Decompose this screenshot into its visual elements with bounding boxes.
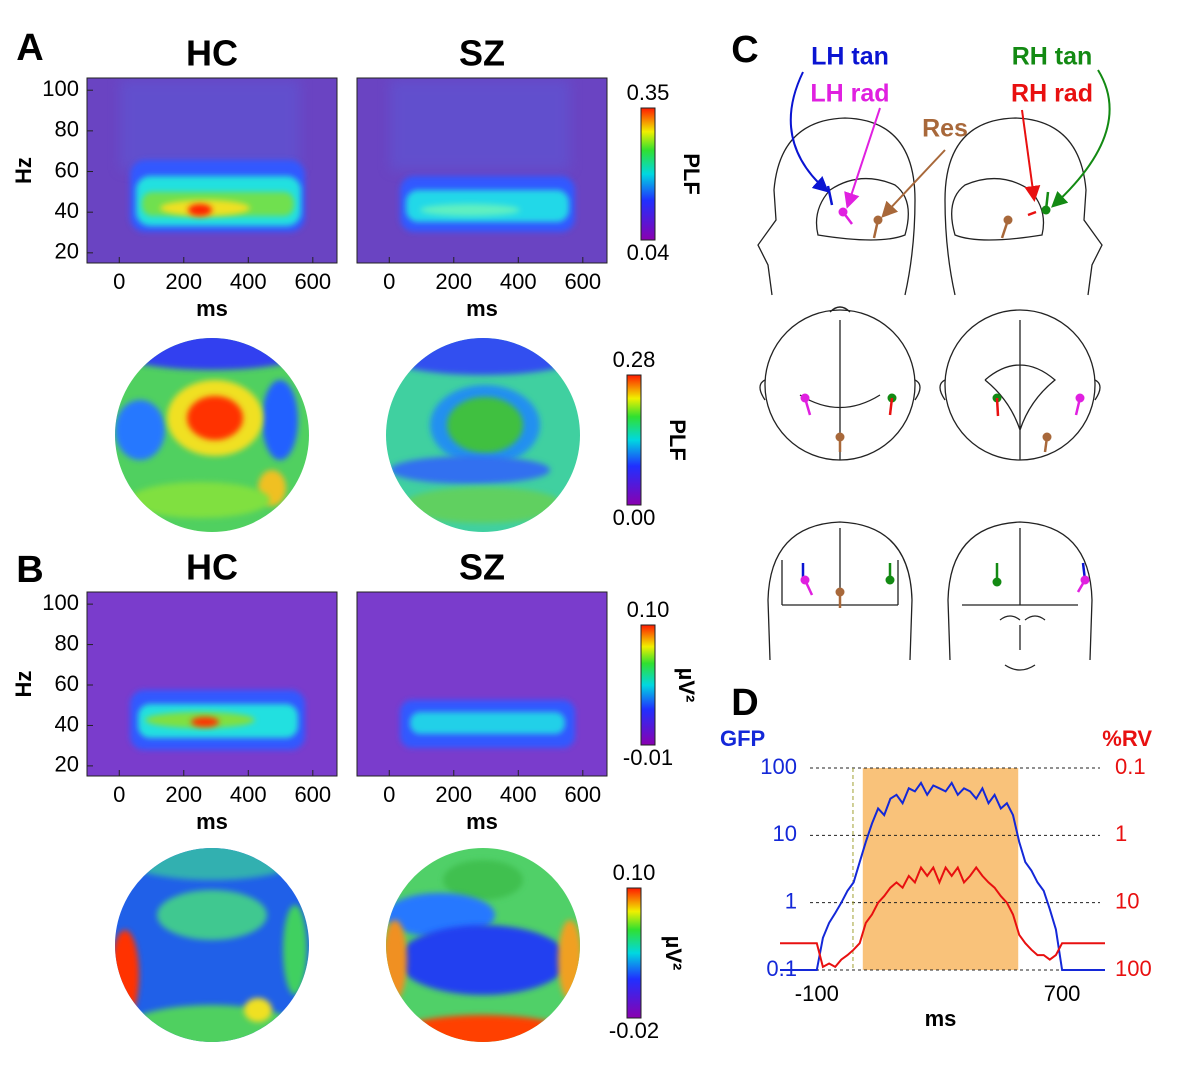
colorbar	[640, 107, 656, 241]
x-tick-label: 0	[383, 269, 395, 294]
panel-label: D	[731, 682, 758, 724]
x-tick-label: 600	[564, 782, 601, 807]
colorbar	[626, 887, 642, 1019]
plot-frame	[356, 591, 608, 777]
highlight-band	[862, 768, 1019, 970]
dipoles	[800, 185, 1090, 608]
colorbar-tick-label: -0.01	[623, 745, 673, 770]
x-tick-label: 200	[435, 782, 472, 807]
topomap	[115, 338, 309, 532]
y-tick-label: 80	[55, 630, 79, 655]
colorbar-tick-label: 0.10	[627, 597, 670, 622]
x-tick-label: -100	[795, 981, 839, 1006]
colorbar-tick-label: -0.02	[609, 1018, 659, 1043]
x-tick-label: 400	[500, 782, 537, 807]
y2-tick-label: 100	[1115, 956, 1152, 981]
chart-title: HC	[186, 547, 238, 588]
x-tick-label: 200	[435, 269, 472, 294]
dipole-label: RH tan	[1012, 43, 1093, 71]
dipole-label: RH rad	[1011, 80, 1093, 108]
series-line	[780, 780, 1105, 971]
colorbar-tick-label: 0.35	[627, 80, 670, 105]
colorbar	[626, 374, 642, 506]
x-tick-label: 200	[165, 782, 202, 807]
y-tick-label: 100	[42, 590, 79, 615]
x-axis-label: ms	[466, 296, 498, 321]
plot-frame	[86, 77, 338, 264]
plot-frame	[86, 591, 338, 777]
x-tick-label: 0	[383, 782, 395, 807]
colorbar	[640, 624, 656, 746]
x-axis-label: ms	[466, 809, 498, 834]
x-tick-label: 400	[230, 269, 267, 294]
x-tick-label: 200	[165, 269, 202, 294]
y-tick-label: 60	[55, 671, 79, 696]
y-tick-label: 20	[55, 752, 79, 777]
y2-axis-label: %RV	[1102, 726, 1152, 751]
spectrogram-image	[87, 592, 337, 776]
x-tick-label: 600	[564, 269, 601, 294]
y-tick-label: 20	[55, 239, 79, 264]
colorbar-label: PLF	[665, 419, 690, 461]
colorbar-label: PLF	[679, 153, 704, 195]
y2-tick-label: 1	[1115, 821, 1127, 846]
y-tick-label: 60	[55, 157, 79, 182]
topomap	[386, 848, 580, 1042]
chart-title: HC	[186, 33, 238, 74]
panel-label: B	[16, 549, 43, 591]
colorbar-label: µV²	[661, 936, 686, 971]
chart-title: SZ	[459, 33, 505, 74]
topomap	[115, 848, 309, 1042]
x-tick-label: 0	[113, 269, 125, 294]
x-axis-label: ms	[196, 296, 228, 321]
plot-frame	[356, 77, 608, 264]
y2-tick-label: 10	[1115, 888, 1139, 913]
y-tick-label: 10	[773, 821, 797, 846]
spectrogram-image	[87, 78, 337, 263]
series-line	[780, 865, 1105, 969]
colorbar-label: µV²	[674, 668, 699, 703]
x-tick-label: 600	[294, 269, 331, 294]
y-tick-label: 80	[55, 117, 79, 142]
panel-label: C	[731, 29, 758, 71]
topomap	[386, 338, 580, 532]
y-tick-label: 0.1	[766, 956, 797, 981]
x-tick-label: 700	[1044, 981, 1081, 1006]
dipole-label: LH rad	[810, 80, 889, 108]
x-axis-label: ms	[925, 1006, 957, 1031]
y-tick-label: 100	[760, 754, 797, 779]
x-tick-label: 400	[230, 782, 267, 807]
y-axis-label: GFP	[720, 726, 765, 751]
y-tick-label: 100	[42, 76, 79, 101]
x-axis-label: ms	[196, 809, 228, 834]
y-axis-label: Hz	[11, 157, 36, 184]
label-arrows	[789, 69, 1111, 218]
x-tick-label: 400	[500, 269, 537, 294]
y-tick-label: 40	[55, 711, 79, 736]
colorbar-tick-label: 0.10	[613, 860, 656, 885]
dipole-label: Res	[922, 115, 968, 143]
y-tick-label: 1	[785, 888, 797, 913]
y-axis-label: Hz	[11, 671, 36, 698]
colorbar-tick-label: 0.28	[613, 347, 656, 372]
chart-title: SZ	[459, 547, 505, 588]
colorbar-tick-label: 0.04	[627, 240, 670, 265]
spectrogram-image	[357, 78, 607, 263]
panel-label: A	[16, 27, 43, 69]
y2-tick-label: 0.1	[1115, 754, 1146, 779]
x-tick-label: 0	[113, 782, 125, 807]
x-tick-label: 600	[294, 782, 331, 807]
dipole-label: LH tan	[811, 43, 889, 71]
y-tick-label: 40	[55, 198, 79, 223]
colorbar-tick-label: 0.00	[613, 505, 656, 530]
spectrogram-image	[357, 592, 607, 776]
